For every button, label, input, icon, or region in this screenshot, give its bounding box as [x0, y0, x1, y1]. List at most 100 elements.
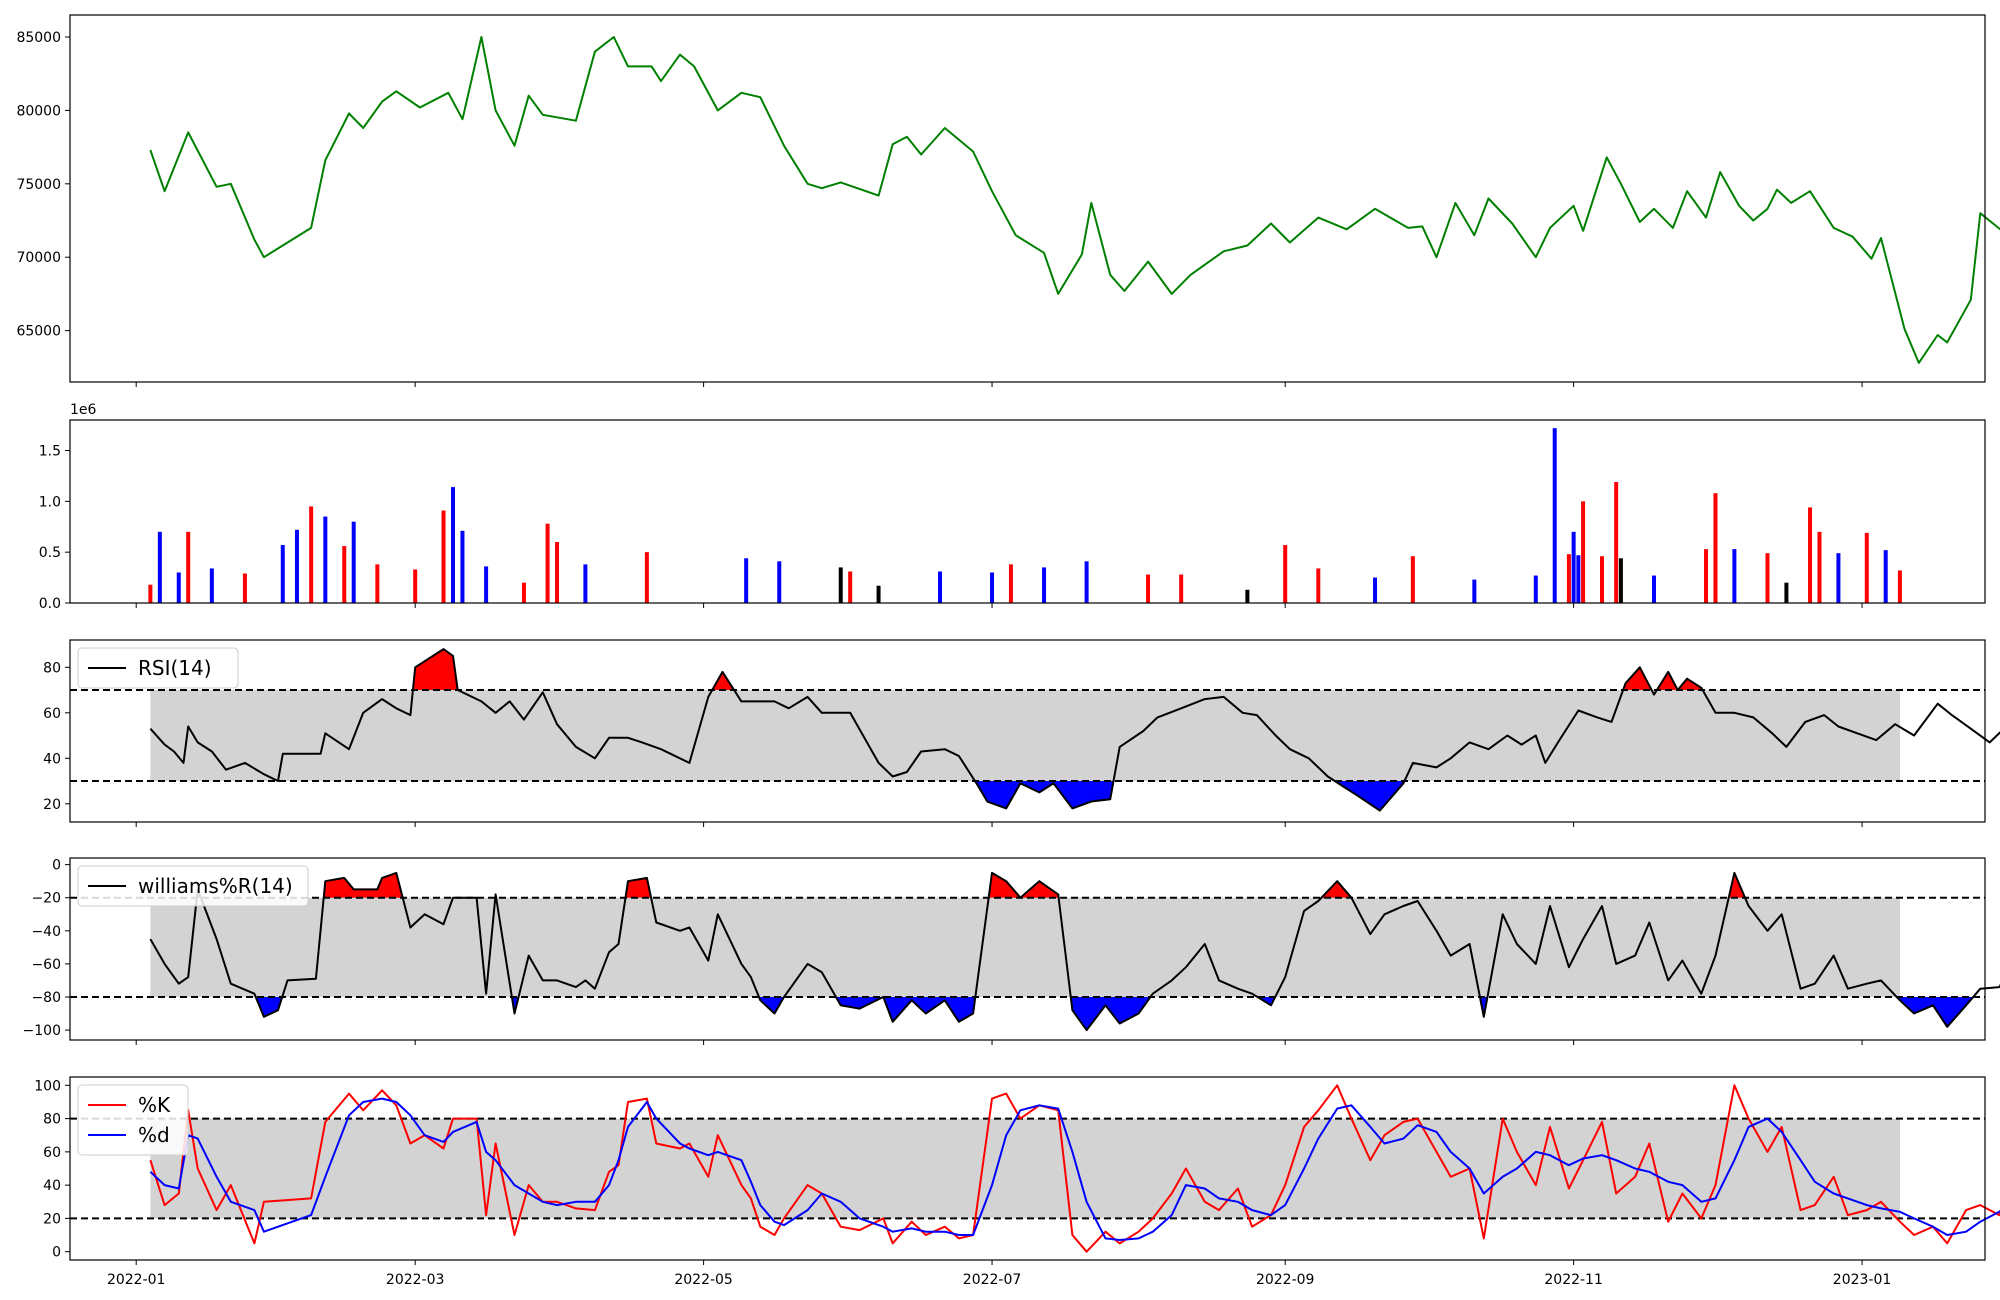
- volume-bar: [583, 564, 588, 603]
- williams-legend-box: [77, 865, 309, 907]
- rsi-axes-frame: [69, 639, 1986, 823]
- stochastic-y-tick-label: 80: [43, 1112, 61, 1128]
- stochastic-series-line-1: [149, 1097, 2000, 1241]
- volume-bar: [1410, 556, 1415, 603]
- rsi-overbought-fill: [1677, 678, 1703, 691]
- williams-y-tick-label: −100: [23, 1023, 61, 1039]
- volume-bar: [644, 552, 649, 603]
- volume-y-tick-label: 0.5: [39, 545, 61, 561]
- volume-bar: [280, 545, 285, 603]
- x-tick-label: 2022-03: [386, 1272, 445, 1288]
- volume-bar: [1614, 482, 1619, 603]
- volume-bar: [1808, 507, 1813, 603]
- williams-y-tick-label: −60: [31, 957, 61, 973]
- volume-bar: [460, 530, 465, 603]
- volume-bar: [838, 567, 843, 603]
- volume-bar: [1146, 574, 1151, 603]
- williams-y-tick-label: −80: [31, 990, 61, 1006]
- williams-y-tick-label: −20: [31, 891, 61, 907]
- volume-bar: [1316, 568, 1321, 603]
- williams-y-tick-label: −40: [31, 924, 61, 940]
- volume-bar: [777, 561, 782, 603]
- volume-bar: [157, 531, 162, 603]
- volume-bar: [1008, 564, 1013, 603]
- volume-offset-text: 1e6: [70, 402, 97, 418]
- volume-bar: [1245, 589, 1250, 603]
- volume-bar: [876, 585, 881, 603]
- rsi-oversold-fill: [1334, 781, 1405, 811]
- volume-bar: [1883, 550, 1888, 603]
- rsi-overbought-fill: [1623, 667, 1652, 691]
- volume-bar: [744, 558, 749, 603]
- volume-bar: [413, 569, 418, 603]
- volume-axes-frame: [69, 419, 1986, 604]
- williams-oversold-fill: [1896, 996, 1974, 1027]
- stochastic-y-tick-label: 40: [43, 1178, 61, 1194]
- x-tick-label: 2022-01: [107, 1272, 166, 1288]
- rsi-series-line-0: [149, 648, 2000, 812]
- price-axes-frame: [69, 14, 1986, 383]
- price-y-tick-label: 85000: [16, 30, 61, 46]
- williams-oversold-fill: [883, 996, 976, 1022]
- stochastic-legend-box: [77, 1084, 189, 1156]
- rsi-y-tick-label: 40: [43, 751, 61, 767]
- williams-overbought-fill: [1020, 881, 1059, 898]
- volume-bar: [1864, 532, 1869, 603]
- williams-oversold-fill: [758, 996, 784, 1014]
- x-tick-label: 2022-11: [1544, 1272, 1603, 1288]
- volume-bar: [1817, 531, 1822, 603]
- stochastic-neutral-band: [150, 1118, 1901, 1219]
- volume-bar: [1713, 493, 1718, 603]
- price-series-line-0: [149, 36, 2000, 364]
- volume-bar: [1042, 567, 1047, 603]
- volume-bar: [1373, 577, 1378, 603]
- volume-bar: [1581, 501, 1586, 603]
- rsi-overbought-fill: [712, 671, 735, 691]
- williams-oversold-fill: [1070, 996, 1151, 1031]
- volume-bar: [351, 521, 356, 603]
- volume-panel: 0.0 0.5 1.0 1.5 1e6: [39, 402, 1986, 612]
- stochastic-series-line-0: [149, 1084, 2000, 1253]
- volume-bar: [1566, 554, 1571, 603]
- volume-bar: [990, 572, 995, 603]
- stochastic-legend-label: %K: [138, 1093, 171, 1117]
- x-tick-label: 2022-05: [674, 1272, 733, 1288]
- volume-bar: [521, 582, 526, 603]
- x-tick-label: 2023-01: [1833, 1272, 1892, 1288]
- rsi-neutral-band: [150, 690, 1901, 782]
- volume-y-tick-label: 1.5: [39, 444, 61, 460]
- price-y-tick-label: 70000: [16, 250, 61, 266]
- volume-bar: [1600, 556, 1604, 603]
- price-y-tick-label: 65000: [16, 324, 61, 340]
- rsi-y-tick-label: 80: [43, 660, 61, 676]
- rsi-legend-label: RSI(14): [138, 656, 212, 680]
- volume-bar: [1836, 553, 1841, 603]
- volume-bar: [1283, 545, 1288, 603]
- volume-bar: [1732, 549, 1737, 603]
- williams-legend-label: williams%R(14): [138, 874, 293, 898]
- volume-bar: [309, 506, 314, 603]
- volume-bar: [1533, 575, 1538, 603]
- volume-bar: [441, 510, 446, 603]
- rsi-y-tick-label: 60: [43, 706, 61, 722]
- volume-bar: [148, 584, 153, 603]
- volume-bar: [938, 571, 943, 603]
- volume-bar: [176, 572, 181, 603]
- volume-bar: [1704, 549, 1709, 603]
- williams-neutral-band: [150, 897, 1901, 997]
- volume-bar: [186, 531, 191, 603]
- williams-series-line-0: [149, 871, 2000, 1032]
- volume-y-tick-label: 1.0: [39, 494, 61, 510]
- rsi-legend-box: [77, 647, 239, 689]
- volume-bar: [555, 542, 560, 603]
- williams-overbought-fill: [1728, 872, 1746, 898]
- rsi-overbought-fill: [1656, 671, 1678, 691]
- volume-bar: [375, 564, 380, 603]
- volume-bar: [451, 487, 455, 603]
- volume-bar: [1571, 531, 1576, 603]
- rsi-panel: 20 40 60 80 RSI(14): [43, 639, 2000, 827]
- volume-bar: [323, 516, 328, 603]
- price-y-tick-label: 80000: [16, 103, 61, 119]
- williams-overbought-fill: [1321, 881, 1352, 898]
- price-y-tick-label: 75000: [16, 177, 61, 193]
